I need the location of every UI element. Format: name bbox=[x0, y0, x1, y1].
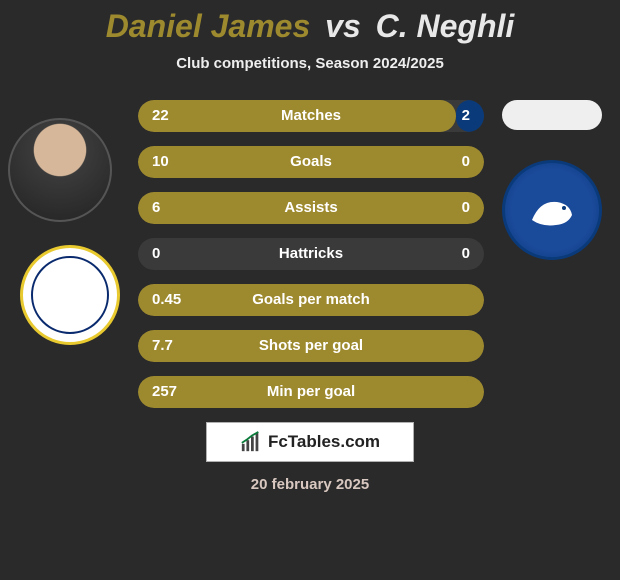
stats-rows: 22Matches210Goals06Assists00Hattricks00.… bbox=[138, 100, 484, 408]
stat-row: 257Min per goal bbox=[138, 376, 484, 408]
stat-label: Hattricks bbox=[138, 238, 484, 270]
stat-row: 0.45Goals per match bbox=[138, 284, 484, 316]
player2-value: 2 bbox=[462, 100, 470, 132]
player2-value: 0 bbox=[462, 238, 470, 270]
player2-value: 0 bbox=[462, 146, 470, 178]
date-label: 20 february 2025 bbox=[0, 476, 620, 493]
fctables-logo-icon bbox=[240, 431, 262, 453]
stat-label: Min per goal bbox=[138, 376, 484, 408]
content-area: 22Matches210Goals06Assists00Hattricks00.… bbox=[0, 100, 620, 408]
branding-box[interactable]: FcTables.com bbox=[206, 422, 414, 462]
player2-name: C. Neghli bbox=[376, 8, 515, 44]
stat-label: Shots per goal bbox=[138, 330, 484, 362]
player2-avatar bbox=[502, 100, 602, 130]
subtitle: Club competitions, Season 2024/2025 bbox=[0, 55, 620, 72]
player1-club-badge bbox=[20, 245, 120, 345]
stat-label: Assists bbox=[138, 192, 484, 224]
player2-value: 0 bbox=[462, 192, 470, 224]
stat-label: Goals bbox=[138, 146, 484, 178]
stat-label: Goals per match bbox=[138, 284, 484, 316]
stat-label: Matches bbox=[138, 100, 484, 132]
player1-name: Daniel James bbox=[106, 8, 311, 44]
stat-row: 22Matches2 bbox=[138, 100, 484, 132]
stat-row: 7.7Shots per goal bbox=[138, 330, 484, 362]
stat-row: 0Hattricks0 bbox=[138, 238, 484, 270]
stat-row: 6Assists0 bbox=[138, 192, 484, 224]
player2-club-badge bbox=[502, 160, 602, 260]
vs-label: vs bbox=[325, 8, 361, 44]
branding-label: FcTables.com bbox=[268, 432, 380, 452]
lion-icon bbox=[522, 180, 582, 240]
comparison-title: Daniel James vs C. Neghli bbox=[0, 0, 620, 45]
player1-avatar bbox=[8, 118, 112, 222]
stat-row: 10Goals0 bbox=[138, 146, 484, 178]
